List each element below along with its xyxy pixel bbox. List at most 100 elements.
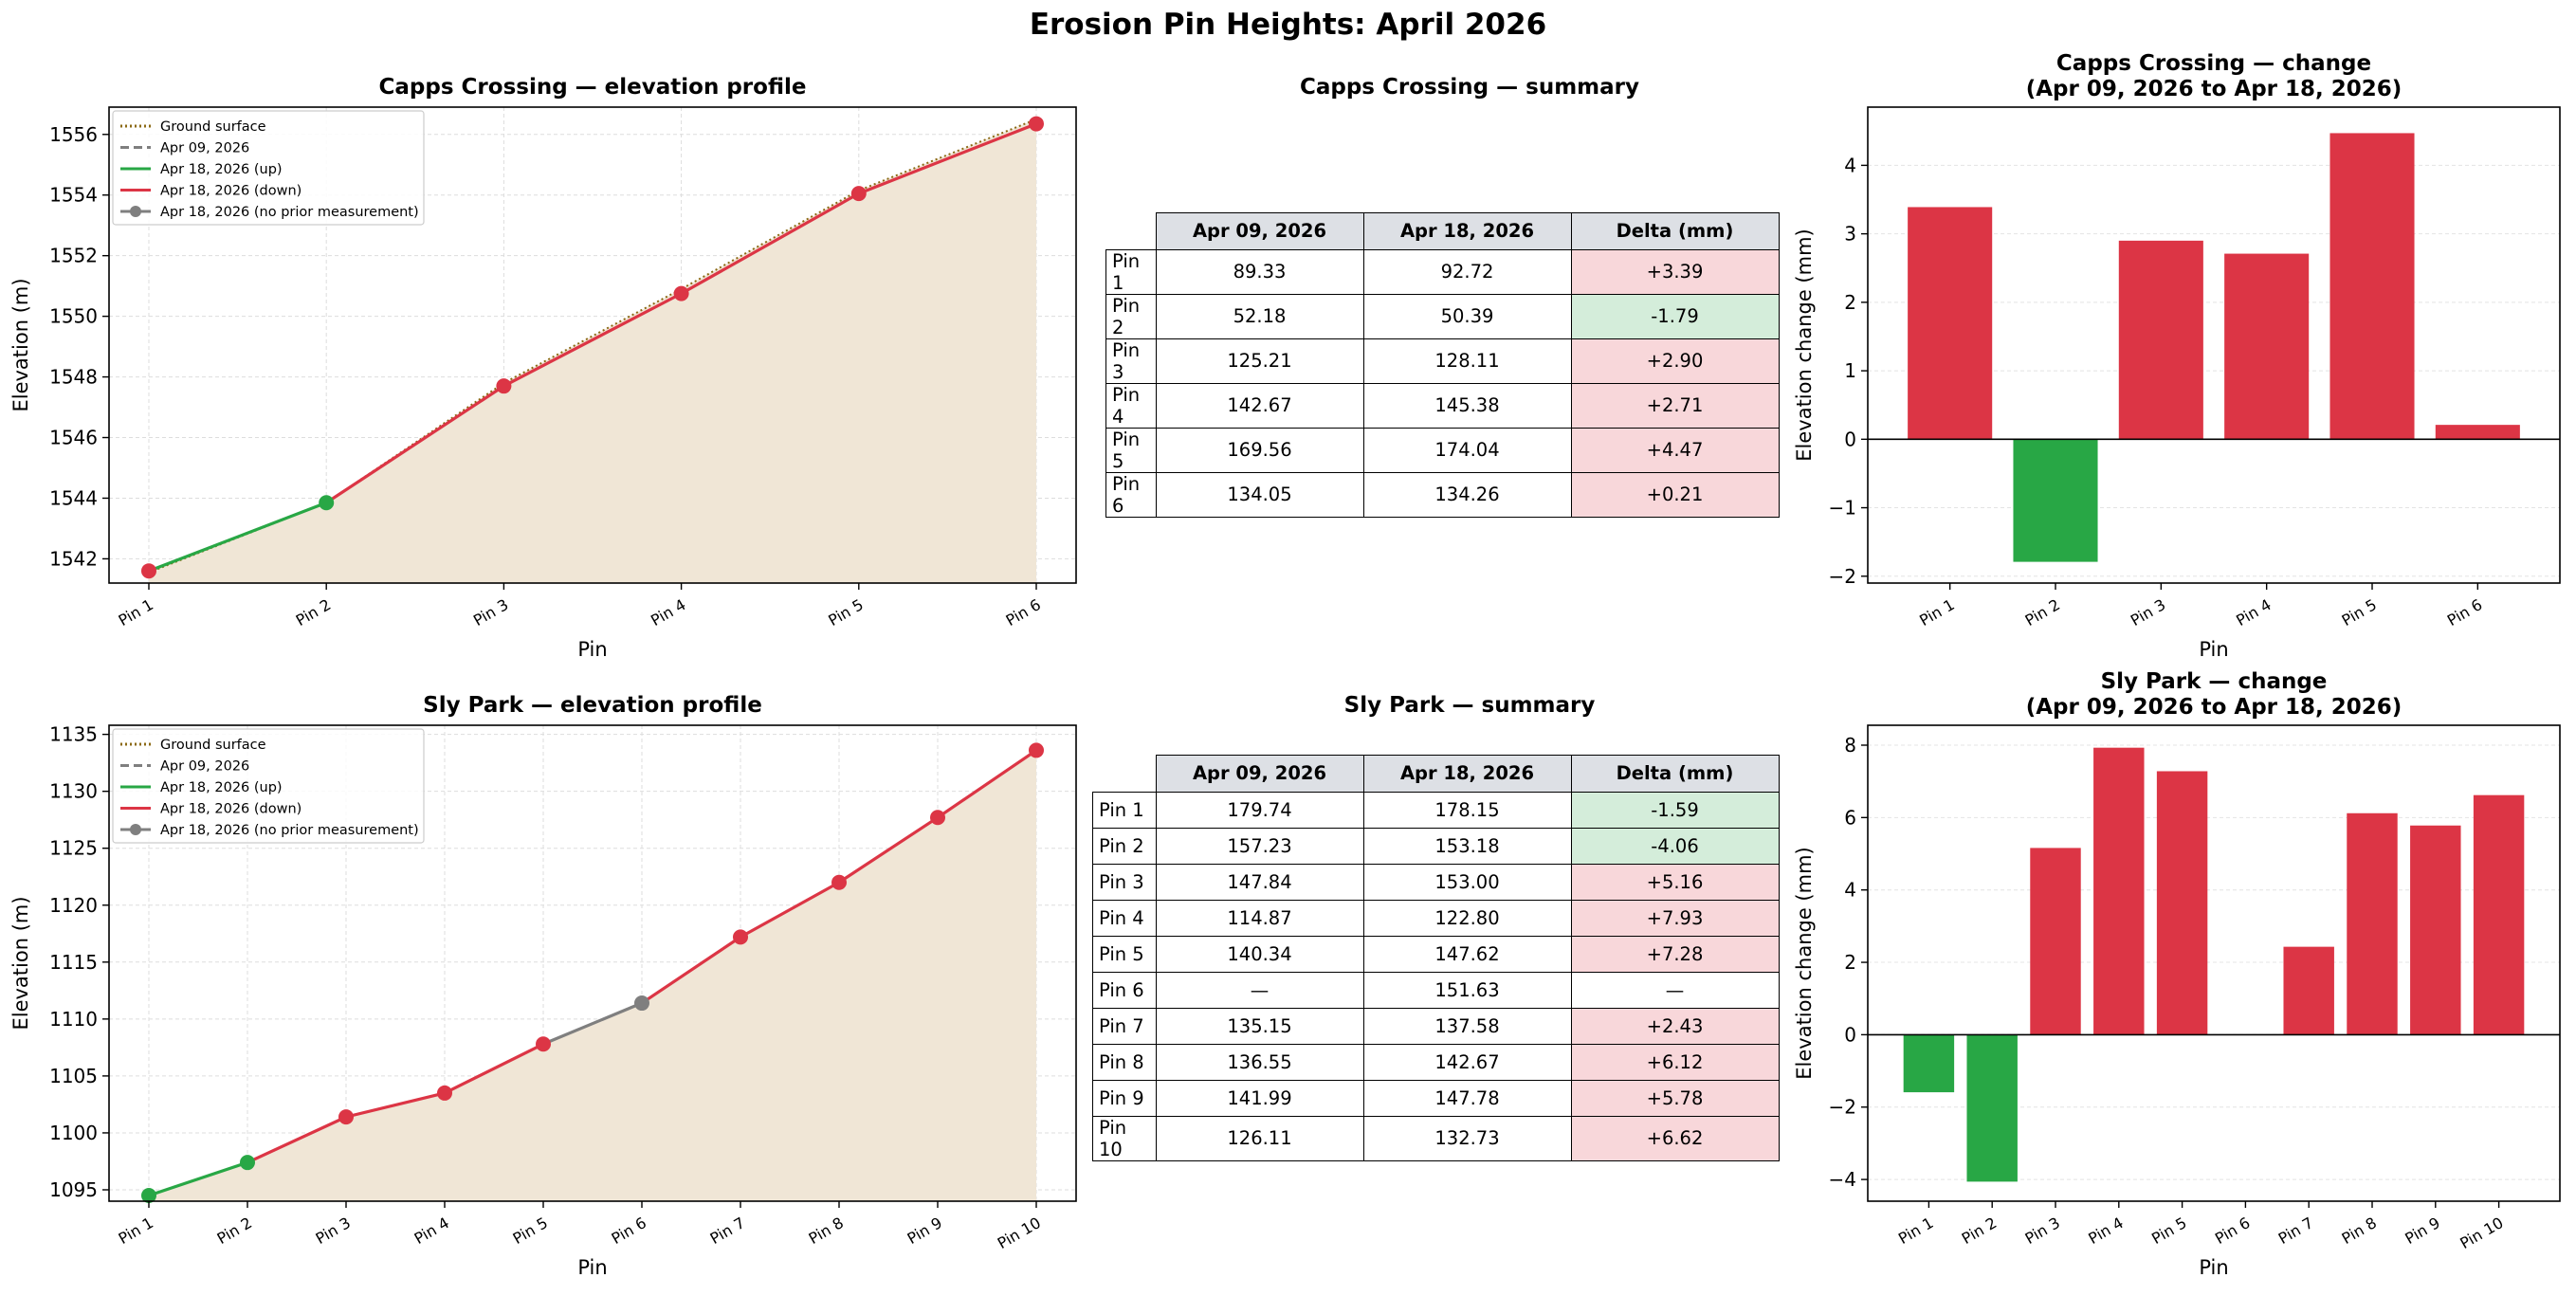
- y-tick-label: 1554: [49, 184, 98, 207]
- change-title-capps-line1: Capps Crossing — change: [2055, 51, 2372, 76]
- cell-delta: +7.28: [1570, 935, 1780, 973]
- cell-date2: 137.58: [1362, 1007, 1572, 1045]
- y-tick-label: 1548: [49, 366, 98, 389]
- legend-label: Apr 18, 2026 (up): [160, 780, 283, 795]
- profile-segment: [148, 1160, 248, 1197]
- cell-date2: 50.39: [1362, 293, 1572, 339]
- row-label: Pin 10: [1092, 1115, 1157, 1161]
- plot-frame: [1867, 724, 2561, 1202]
- column-header-date2: Apr 18, 2026: [1362, 755, 1572, 793]
- y-tick-label: 6: [1844, 806, 1856, 829]
- x-tick-label: Pin 4: [648, 595, 688, 630]
- x-tick-label: Pin 7: [2275, 1214, 2316, 1248]
- profile-title-sly: Sly Park — elevation profile: [423, 693, 762, 718]
- profile-point: [850, 186, 867, 202]
- y-tick-label: 2: [1844, 291, 1856, 314]
- x-axis-label: Pin: [577, 638, 607, 661]
- cell-date2: 147.62: [1362, 935, 1572, 973]
- cell-delta: -1.79: [1570, 293, 1780, 339]
- legend-label: Apr 18, 2026 (no prior measurement): [160, 823, 419, 838]
- change-bar: [2435, 425, 2520, 440]
- cell-date2: 92.72: [1362, 248, 1572, 295]
- table-row: Pin 3 147.84 153.00 +5.16: [1092, 863, 1780, 901]
- profile-point: [733, 929, 748, 945]
- profile-segment: [937, 749, 1037, 819]
- x-tick-label: Pin 4: [2233, 595, 2274, 630]
- profile-point: [536, 1036, 551, 1052]
- change-title-sly-line1: Sly Park — change: [2100, 669, 2328, 694]
- legend-label: Apr 18, 2026 (no prior measurement): [160, 205, 419, 220]
- profile-point: [141, 1187, 156, 1203]
- legend-label: Apr 18, 2026 (down): [160, 802, 301, 817]
- cell-date1: 89.33: [1155, 248, 1364, 295]
- profile-point: [496, 378, 512, 394]
- x-tick-label: Pin 5: [2339, 595, 2380, 630]
- legend-label: Apr 09, 2026: [160, 141, 249, 156]
- y-tick-label: −2: [1829, 565, 1856, 588]
- row-label: Pin 1: [1105, 248, 1157, 295]
- row-label: Pin 6: [1105, 471, 1157, 518]
- cell-delta: +5.16: [1570, 863, 1780, 901]
- cell-delta: +2.43: [1570, 1007, 1780, 1045]
- cell-date1: 134.05: [1155, 471, 1364, 518]
- y-tick-label: 1120: [49, 894, 98, 917]
- legend-marker: [130, 824, 141, 835]
- y-tick-label: 1542: [49, 547, 98, 570]
- change-bar: [1903, 1034, 1955, 1093]
- y-tick-label: 0: [1844, 1023, 1856, 1046]
- x-tick-label: Pin 3: [2022, 1214, 2063, 1248]
- profile-segment: [542, 1001, 643, 1046]
- cell-delta: -1.59: [1570, 791, 1780, 829]
- table-row: Pin 4 114.87 122.80 +7.93: [1092, 899, 1780, 937]
- x-tick-label: Pin 6: [2444, 595, 2485, 630]
- row-label: Pin 9: [1092, 1079, 1157, 1117]
- profile-title-capps: Capps Crossing — elevation profile: [378, 75, 807, 100]
- change-title-capps-line2: (Apr 09, 2026 to Apr 18, 2026): [2025, 77, 2402, 101]
- cell-date2: 122.80: [1362, 899, 1572, 937]
- profile-point: [141, 563, 156, 579]
- table-row: Pin 5 169.56 174.04 +4.47: [1105, 427, 1780, 473]
- profile-point: [1029, 116, 1044, 132]
- cell-delta: +6.62: [1570, 1115, 1780, 1161]
- y-tick-label: 2: [1844, 951, 1856, 974]
- change-bar: [2118, 240, 2203, 440]
- change-bar: [2329, 133, 2415, 440]
- profile-segment: [345, 1091, 446, 1119]
- table-row: Pin 6—151.63—: [1092, 971, 1780, 1009]
- cell-delta: +2.90: [1570, 338, 1780, 384]
- row-label: Pin 6: [1092, 971, 1157, 1009]
- cell-date1: 126.11: [1155, 1115, 1364, 1161]
- cell-date2: 147.78: [1362, 1079, 1572, 1117]
- x-tick-label: Pin 1: [116, 595, 156, 630]
- x-tick-label: Pin 9: [904, 1214, 945, 1248]
- change-bar: [2156, 771, 2208, 1035]
- y-tick-label: 1095: [49, 1178, 98, 1201]
- change-bar: [2224, 253, 2310, 440]
- x-tick-label: Pin 1: [1895, 1214, 1936, 1248]
- legend-label: Apr 18, 2026 (down): [160, 184, 301, 199]
- y-tick-label: 1556: [49, 123, 98, 146]
- plot-frame: [108, 106, 1077, 584]
- y-tick-label: 3: [1844, 223, 1856, 246]
- legend-label: Apr 09, 2026: [160, 759, 249, 775]
- cell-date2: 153.18: [1362, 827, 1572, 865]
- table-row: Pin 1 179.74 178.15 -1.59: [1092, 791, 1780, 829]
- legend-box: [112, 728, 425, 844]
- cell-date1: 114.87: [1155, 899, 1364, 937]
- column-header-date1: Apr 09, 2026: [1155, 212, 1364, 250]
- ground-fill: [149, 119, 1036, 584]
- table-row: Pin 8 136.55 142.67 +6.12: [1092, 1043, 1780, 1081]
- legend-label: Ground surface: [160, 119, 266, 135]
- x-tick-label: Pin 2: [214, 1214, 255, 1248]
- profile-segment: [858, 122, 1037, 195]
- table-row: Pin 2 157.23 153.18 -4.06: [1092, 827, 1780, 865]
- cell-date2: 132.73: [1362, 1115, 1572, 1161]
- cell-date1: 140.34: [1155, 935, 1364, 973]
- y-axis-label: Elevation (m): [9, 278, 32, 411]
- x-tick-label: Pin 10: [995, 1214, 1044, 1252]
- profile-segment: [444, 1042, 544, 1095]
- page-title: Erosion Pin Heights: April 2026: [1029, 8, 1547, 42]
- profile-point: [338, 1109, 354, 1125]
- x-tick-label: Pin 5: [2148, 1214, 2189, 1248]
- x-tick-label: Pin 2: [1959, 1214, 2000, 1248]
